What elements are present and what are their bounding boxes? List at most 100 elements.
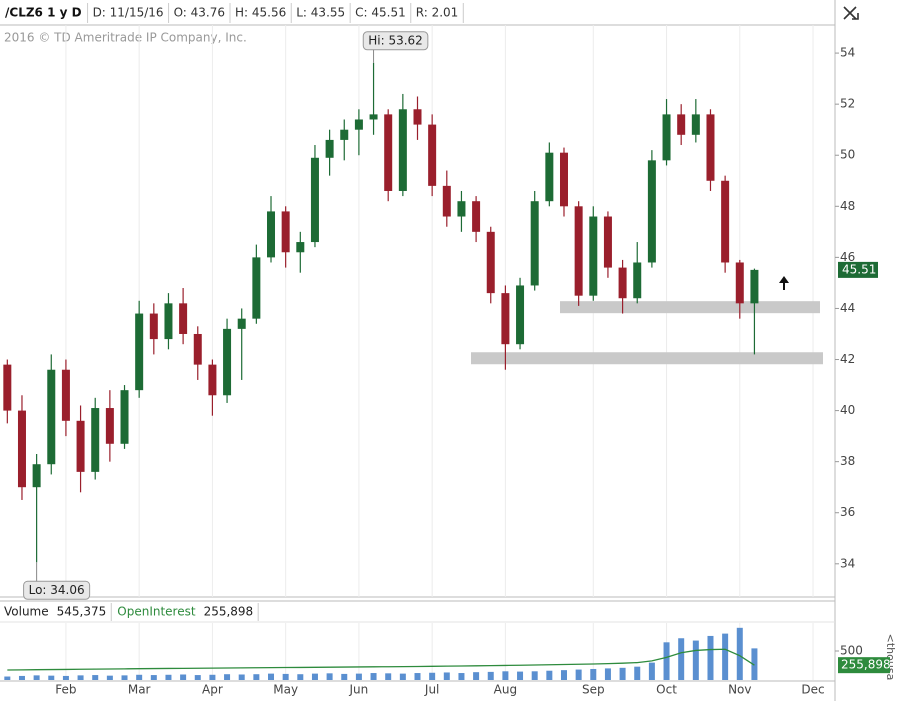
x-tick-label: Apr: [202, 683, 223, 697]
price-tag: [838, 261, 878, 278]
volume-bar: [77, 675, 84, 680]
candle-body: [267, 211, 276, 258]
candle-body: [750, 269, 759, 304]
candle-body: [164, 303, 173, 340]
volume-bar: [180, 674, 187, 680]
candle-body: [398, 109, 407, 191]
volume-bar: [531, 671, 538, 680]
volume-bar: [209, 674, 216, 680]
candle-body: [735, 262, 744, 304]
x-tick-label: Dec: [801, 683, 824, 697]
candle-body: [618, 267, 627, 299]
candle-body: [442, 185, 451, 217]
volume-bar: [575, 669, 582, 680]
status-field: O: 43.76: [174, 6, 225, 20]
volume-bar: [385, 673, 392, 680]
candle-body: [706, 114, 715, 181]
volume-bar: [268, 673, 275, 680]
x-tick-label: Nov: [728, 683, 751, 697]
candle-body: [516, 285, 525, 345]
volume-bar: [590, 668, 597, 680]
volume-bar: [224, 674, 231, 680]
candle-body: [486, 231, 495, 294]
candle-body: [193, 333, 202, 365]
candle-body: [428, 124, 437, 186]
copyright: 2016 © TD Ameritrade IP Company, Inc.: [4, 31, 247, 45]
candle-body: [179, 303, 188, 334]
volume-bar: [253, 674, 260, 680]
volume-bar: [473, 672, 480, 680]
y-tick-label: 46: [840, 250, 855, 264]
candle-body: [32, 464, 41, 488]
candle-body: [135, 313, 144, 391]
y-tick-label: 54: [840, 46, 855, 60]
settings-icon[interactable]: [843, 6, 859, 20]
volume-header-field: Volume: [4, 605, 49, 619]
volume-bar: [487, 671, 494, 680]
candle-body: [589, 216, 598, 296]
volume-bar: [282, 673, 289, 680]
volume-bar: [692, 640, 699, 680]
annotation-label: Hi: 53.62: [368, 33, 423, 47]
volume-bar: [619, 667, 626, 680]
candle-body: [457, 201, 466, 217]
volume-bar: [48, 675, 55, 680]
candle-body: [340, 129, 349, 140]
volume-header-field: 255,898: [204, 605, 254, 619]
volume-bar: [443, 672, 450, 680]
volume-bar: [663, 642, 670, 680]
volume-bar: [121, 675, 128, 680]
volume-header-field: OpenInterest: [117, 605, 196, 619]
y-tick-label: 34: [840, 556, 855, 570]
candle-body: [662, 114, 671, 161]
candle-body: [223, 328, 232, 396]
candle-body: [369, 114, 378, 120]
y-tick-label: 500: [840, 644, 863, 658]
candle-body: [208, 364, 217, 396]
volume-bar: [722, 633, 729, 680]
volume-bar: [414, 673, 421, 680]
candle-body: [325, 139, 334, 158]
volume-bar: [751, 648, 758, 680]
candle-body: [721, 180, 730, 263]
volume-bar: [458, 673, 465, 680]
candle-body: [472, 201, 481, 232]
y-tick-label: 52: [840, 97, 855, 111]
candle-body: [47, 369, 56, 465]
candle-body: [17, 410, 26, 488]
candle-body: [149, 313, 158, 340]
volume-bar: [194, 675, 201, 680]
x-tick-label: Feb: [55, 683, 76, 697]
candle-body: [120, 390, 129, 444]
volume-bar: [18, 675, 25, 680]
candle-body: [76, 420, 85, 472]
volume-bar: [33, 675, 40, 680]
annotation-label: Lo: 34.06: [29, 583, 85, 597]
candle-body: [296, 242, 305, 253]
volume-bar: [4, 676, 11, 680]
x-tick-label: Oct: [656, 683, 677, 697]
candle-body: [252, 257, 261, 319]
status-field: H: 45.56: [235, 6, 286, 20]
volume-header-field: 545,375: [57, 605, 107, 619]
status-field: D: 11/15/16: [93, 6, 164, 20]
volume-bar: [355, 673, 362, 680]
volume-bar: [678, 638, 685, 680]
annotation-box: [23, 580, 91, 600]
volume-bar: [106, 675, 113, 680]
volume-bar: [92, 675, 99, 680]
volume-bar: [502, 671, 509, 680]
volume-bar: [150, 675, 157, 680]
candle-body: [3, 364, 12, 411]
candle-body: [310, 157, 319, 243]
oi-tag: [838, 657, 890, 674]
candle-body: [91, 408, 100, 472]
y-tick-label: 48: [840, 199, 855, 213]
candle-body: [501, 293, 510, 345]
volume-bar: [297, 674, 304, 680]
support-zone: [471, 352, 823, 365]
candle-body: [384, 114, 393, 191]
y-tick-label: 42: [840, 352, 855, 366]
volume-bar: [326, 673, 333, 680]
